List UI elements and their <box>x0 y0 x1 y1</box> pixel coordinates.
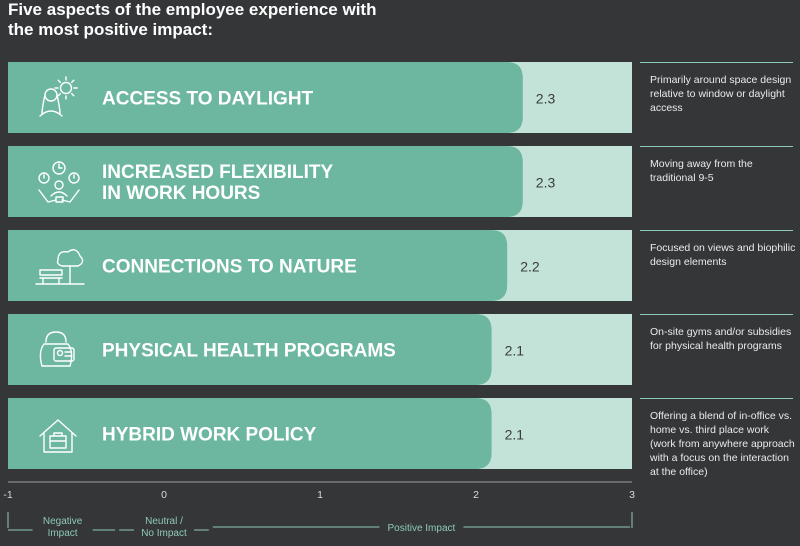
bar-row: ACCESS TO DAYLIGHT 2.3 <box>8 62 632 133</box>
value-label: 2.1 <box>505 343 525 359</box>
category-label: HYBRID WORK POLICY <box>102 425 317 446</box>
x-tick-label: 2 <box>473 489 479 501</box>
category-label: PHYSICAL HEALTH PROGRAMS <box>102 341 396 362</box>
category-note: Offering a blend of in-office vs. home v… <box>650 410 795 478</box>
bar-row: CONNECTIONS TO NATURE 2.2 <box>8 230 632 301</box>
note-divider <box>640 230 793 231</box>
category-label-line: HYBRID WORK POLICY <box>102 425 317 446</box>
bar <box>8 62 523 133</box>
kettlebell-card-icon <box>39 331 75 367</box>
category-label-line: CONNECTIONS TO NATURE <box>102 257 357 278</box>
note-divider <box>640 146 793 147</box>
x-range-label: Positive Impact <box>387 523 455 534</box>
category-note: Moving away from the traditional 9-5 <box>650 158 753 184</box>
category-note: Primarily around space design relative t… <box>650 74 792 114</box>
category-label: CONNECTIONS TO NATURE <box>102 257 357 278</box>
value-label: 2.2 <box>520 259 540 275</box>
bar-row: PHYSICAL HEALTH PROGRAMS 2.1 <box>8 314 632 385</box>
category-label: INCREASED FLEXIBILITY IN WORK HOURS <box>102 162 334 204</box>
clock-person-icon <box>38 161 80 203</box>
x-range-label-line: Positive Impact <box>387 523 455 534</box>
house-briefcase-icon <box>39 419 77 453</box>
value-label: 2.3 <box>536 91 556 107</box>
x-tick-label: -1 <box>3 489 12 501</box>
x-range-label-line: Negative <box>43 516 83 527</box>
bar <box>8 230 508 301</box>
x-tick-label: 3 <box>629 489 635 501</box>
x-range: Negative Impact <box>8 516 116 539</box>
x-tick-label: 1 <box>317 489 323 501</box>
category-note: On-site gyms and/or subsidies for physic… <box>650 326 792 352</box>
x-range: Neutral / No Impact <box>119 516 209 539</box>
chart-title-line-1: Five aspects of the employee experience … <box>8 0 377 19</box>
x-range-label-line: Impact <box>48 528 78 539</box>
chart-title-line-2: the most positive impact: <box>8 20 213 39</box>
category-label-line: IN WORK HOURS <box>102 183 260 204</box>
bar-row: HYBRID WORK POLICY 2.1 <box>8 398 632 469</box>
chart-title: Five aspects of the employee experience … <box>8 0 468 40</box>
note-divider <box>640 398 793 399</box>
bar <box>8 146 523 217</box>
value-label: 2.3 <box>536 175 556 191</box>
category-label: ACCESS TO DAYLIGHT <box>102 89 314 110</box>
x-range-label: Neutral / No Impact <box>141 516 187 539</box>
note-divider <box>640 62 793 63</box>
note-divider <box>640 314 793 315</box>
x-range-label: Negative Impact <box>43 516 83 539</box>
bench-tree-icon <box>35 249 85 285</box>
category-note: Focused on views and biophilic design el… <box>650 242 796 268</box>
x-tick-label: 0 <box>161 489 167 501</box>
x-range: Positive Impact <box>212 523 630 534</box>
bar-row: INCREASED FLEXIBILITY IN WORK HOURS 2.3 <box>8 146 632 217</box>
bar <box>8 398 492 469</box>
bar <box>8 314 492 385</box>
x-range-label-line: No Impact <box>141 528 187 539</box>
x-range-label-line: Neutral / <box>145 516 183 527</box>
category-label-line: INCREASED FLEXIBILITY <box>102 162 334 183</box>
person-sun-icon <box>39 76 78 117</box>
value-label: 2.1 <box>505 427 525 443</box>
category-label-line: PHYSICAL HEALTH PROGRAMS <box>102 341 396 362</box>
category-label-line: ACCESS TO DAYLIGHT <box>102 89 314 110</box>
